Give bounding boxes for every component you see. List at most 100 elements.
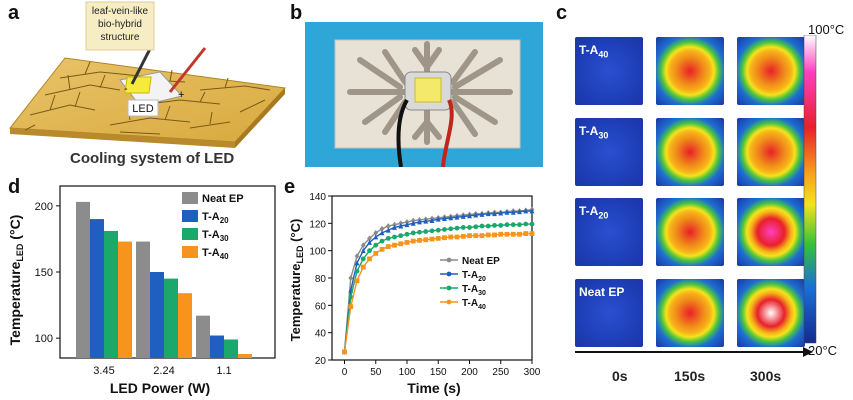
- led-temperature-line-chart: TemperatureLED (°C) Time (s) 20 40 60 80 100…: [288, 192, 541, 396]
- bar-chart-x-axis-label: LED Power (W): [110, 380, 210, 396]
- data-point: [429, 217, 435, 223]
- legend-marker: [446, 271, 452, 277]
- data-point: [417, 229, 422, 235]
- panel-letter-e: e: [284, 176, 296, 198]
- data-point: [479, 233, 485, 239]
- thermal-row-label: T-A30: [579, 124, 609, 141]
- data-point: [360, 247, 366, 254]
- panel-letter-c: c: [556, 2, 568, 24]
- data-point: [410, 238, 416, 244]
- bar: [104, 230, 118, 358]
- data-point: [410, 230, 416, 236]
- data-point: [523, 231, 529, 236]
- plus-sign: +: [178, 89, 184, 101]
- data-point: [373, 242, 379, 248]
- thermal-row-label: T-A20: [579, 204, 609, 221]
- data-point: [523, 221, 529, 227]
- data-point: [473, 224, 479, 230]
- series-line: [343, 232, 532, 352]
- vein-pattern: [24, 61, 271, 135]
- data-point: [529, 208, 535, 214]
- data-point: [454, 225, 460, 231]
- data-point: [379, 238, 385, 244]
- legend-swatch: [182, 192, 198, 204]
- data-point: [517, 231, 522, 237]
- thermal-image: [737, 37, 805, 105]
- data-point: [485, 223, 491, 229]
- data-point: [498, 222, 504, 228]
- data-point: [442, 227, 447, 232]
- thermal-image: [656, 279, 724, 347]
- thermal-image: [656, 37, 724, 105]
- thermal-image: [575, 279, 643, 347]
- thermal-image: [737, 118, 805, 186]
- x-tick-label: 150: [430, 367, 447, 378]
- data-point: [492, 210, 497, 217]
- colorbar-min-label: 20°C: [808, 343, 838, 358]
- data-point: [398, 241, 404, 247]
- data-point: [342, 349, 347, 355]
- legend-label: T-A20: [462, 270, 486, 283]
- thermal-image: [656, 198, 724, 266]
- data-point: [435, 235, 441, 241]
- bar: [238, 354, 252, 358]
- colorbar-max-label: 100°C: [808, 22, 845, 37]
- led-board-photo: [305, 22, 543, 167]
- minus-sign: -: [124, 83, 128, 95]
- bar: [164, 278, 178, 358]
- data-point: [498, 231, 504, 237]
- data-point: [510, 231, 516, 237]
- legend-marker: [446, 299, 452, 305]
- data-point: [429, 236, 435, 242]
- y-tick-label: 100: [35, 333, 53, 345]
- data-point: [473, 233, 479, 239]
- data-point: [517, 222, 522, 228]
- legend-label: T-A20: [202, 211, 229, 225]
- data-point: [367, 248, 372, 254]
- data-point: [504, 222, 510, 228]
- legend-marker: [446, 257, 452, 263]
- data-point: [404, 221, 410, 228]
- bar: [178, 293, 192, 358]
- y-tick-label: 200: [35, 201, 53, 213]
- y-tick-label: 40: [315, 329, 327, 340]
- data-point: [448, 234, 454, 240]
- data-point: [354, 260, 360, 266]
- y-tick-label: 120: [309, 219, 326, 230]
- led-label: LED: [132, 103, 153, 115]
- data-point: [442, 215, 447, 221]
- data-point: [367, 256, 372, 262]
- data-point: [510, 209, 516, 215]
- data-point: [492, 232, 497, 238]
- data-point: [460, 233, 466, 239]
- data-point: [385, 244, 391, 249]
- data-point: [417, 238, 422, 243]
- data-point: [523, 208, 529, 214]
- legend-label: T-A40: [202, 247, 229, 261]
- data-point: [435, 216, 441, 222]
- data-point: [504, 231, 510, 237]
- colorbar: [803, 35, 817, 344]
- data-point: [417, 219, 422, 225]
- data-point: [485, 210, 491, 217]
- data-point: [467, 212, 472, 219]
- data-point: [423, 237, 429, 243]
- callout-line-2: bio-hybrid: [98, 19, 142, 30]
- data-point: [492, 222, 497, 228]
- data-point: [360, 256, 366, 262]
- series-line: [343, 223, 532, 352]
- bar: [210, 335, 224, 358]
- data-point: [473, 212, 479, 218]
- data-point: [448, 214, 454, 221]
- data-point: [517, 208, 522, 215]
- data-point: [404, 240, 410, 245]
- data-point: [373, 234, 379, 240]
- data-point: [448, 226, 454, 232]
- data-point: [529, 231, 535, 236]
- panel-letter-b: b: [290, 2, 303, 24]
- x-tick-label: 100: [399, 367, 416, 378]
- panel-letter-d: d: [8, 176, 21, 198]
- data-point: [373, 251, 379, 256]
- thermal-image: [656, 118, 724, 186]
- x-tick-label: 50: [370, 367, 382, 378]
